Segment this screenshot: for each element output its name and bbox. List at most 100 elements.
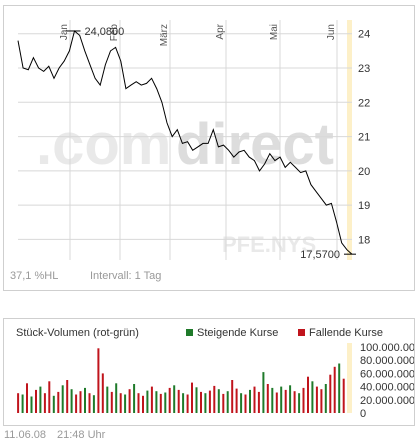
legend-down-swatch: [298, 329, 305, 336]
volume-bar: [315, 386, 318, 413]
price-chart: .com direct PFE.NYS Jan Feb März Apr Mai Jun …: [17, 20, 370, 261]
price-tick-label: 18: [358, 234, 370, 246]
volume-bar: [133, 384, 136, 413]
price-tick-label: 24: [358, 29, 370, 41]
volume-bar: [150, 386, 153, 413]
volume-bar: [204, 393, 207, 413]
volume-bar: [302, 387, 305, 413]
volume-bar: [240, 393, 243, 413]
volume-bar: [57, 391, 60, 413]
volume-bar: [333, 366, 336, 413]
pct-hl-label: 37,1 %HL: [10, 270, 59, 282]
footer-date: 11.06.08: [4, 429, 47, 441]
legend-down-label: Fallende Kurse: [309, 327, 383, 339]
volume-tick-label: 100.000.000: [360, 342, 414, 354]
volume-bar: [146, 390, 149, 413]
max-value-label: 24,0800: [85, 26, 125, 38]
month-label: Jun: [326, 24, 337, 40]
volume-bar: [338, 363, 341, 413]
volume-bar: [101, 373, 104, 413]
volume-bar: [324, 384, 327, 413]
volume-current-highlight: [347, 343, 352, 413]
volume-bar: [195, 387, 198, 413]
volume-tick-label: 80.000.000: [360, 355, 414, 367]
volume-bar: [275, 392, 278, 413]
legend-down: Fallende Kurse: [298, 327, 383, 339]
volume-bar: [168, 387, 171, 413]
volume-bar: [84, 387, 86, 413]
volume-bar: [226, 391, 229, 413]
volume-bar: [30, 396, 33, 413]
volume-bar: [124, 394, 127, 413]
volume-bar: [289, 385, 292, 413]
volume-bar: [244, 394, 247, 413]
price-chart-panel: .com direct PFE.NYS Jan Feb März Apr Mai Jun …: [3, 5, 415, 291]
volume-bar: [35, 389, 37, 413]
footer-time: 21:48 Uhr: [57, 429, 106, 441]
volume-bar: [92, 395, 95, 413]
legend-up-label: Steigende Kurse: [197, 327, 279, 339]
volume-bar: [70, 389, 73, 413]
volume-bar: [271, 387, 274, 413]
volume-bar: [142, 395, 144, 413]
volume-bar: [97, 348, 100, 413]
volume-title: Stück-Volumen (rot-grün): [16, 327, 139, 339]
month-label: Apr: [215, 23, 226, 39]
volume-bar: [137, 393, 140, 413]
volume-bar: [79, 391, 82, 413]
volume-bar: [298, 393, 301, 413]
volume-bar: [280, 386, 283, 413]
volume-bar: [253, 386, 256, 413]
volume-bar: [231, 380, 234, 413]
watermark-ticker: PFE.NYS: [222, 232, 316, 257]
volume-bar: [200, 391, 202, 413]
volume-bar: [249, 389, 251, 413]
volume-bar: [164, 392, 167, 413]
volume-bar: [217, 389, 220, 413]
price-tick-label: 20: [358, 166, 370, 178]
volume-tick-label: 40.000.000: [360, 382, 414, 394]
volume-tick-label: 60.000.000: [360, 368, 414, 380]
price-tick-label: 21: [358, 132, 370, 144]
volume-bar: [159, 393, 162, 413]
volume-bar: [257, 391, 260, 413]
month-label: Mai: [269, 24, 280, 40]
volume-bar: [307, 376, 309, 413]
volume-bar: [342, 378, 345, 413]
volume-bar: [208, 390, 211, 413]
volume-bar: [235, 388, 238, 413]
interval-label: Intervall: 1 Tag: [90, 270, 162, 282]
volume-bar: [213, 385, 216, 413]
volume-bar: [222, 393, 225, 413]
volume-bar: [262, 372, 265, 413]
volume-bar: [75, 394, 78, 413]
month-label: Feb: [109, 24, 120, 42]
volume-bar: [266, 384, 269, 413]
volume-bar: [110, 391, 113, 413]
month-label: Jan: [59, 24, 70, 40]
volume-bar: [39, 386, 42, 413]
volume-bar: [17, 393, 20, 413]
volume-bar: [88, 393, 91, 413]
volume-bar: [115, 383, 118, 413]
volume-bar: [43, 393, 46, 413]
volume-bar: [311, 381, 314, 413]
volume-bar: [128, 389, 131, 413]
volume-tick-label: 0: [360, 408, 366, 420]
volume-bar: [186, 394, 189, 413]
volume-bar: [155, 391, 158, 413]
volume-bar: [48, 381, 51, 413]
volume-chart-panel: Stück-Volumen (rot-grün) Steigende Kurse…: [3, 318, 415, 426]
legend-up: Steigende Kurse: [186, 327, 278, 339]
volume-bar: [293, 391, 296, 413]
volume-tick-label: 20.000.000: [360, 395, 414, 407]
month-label: März: [159, 24, 170, 46]
volume-bar: [182, 393, 185, 413]
volume-bar: [329, 374, 332, 413]
price-tick-label: 22: [358, 97, 370, 109]
watermark-brand-right: direct: [176, 112, 334, 177]
volume-bar: [177, 389, 180, 413]
price-tick-label: 23: [358, 63, 370, 75]
price-series-line: [17, 30, 353, 255]
